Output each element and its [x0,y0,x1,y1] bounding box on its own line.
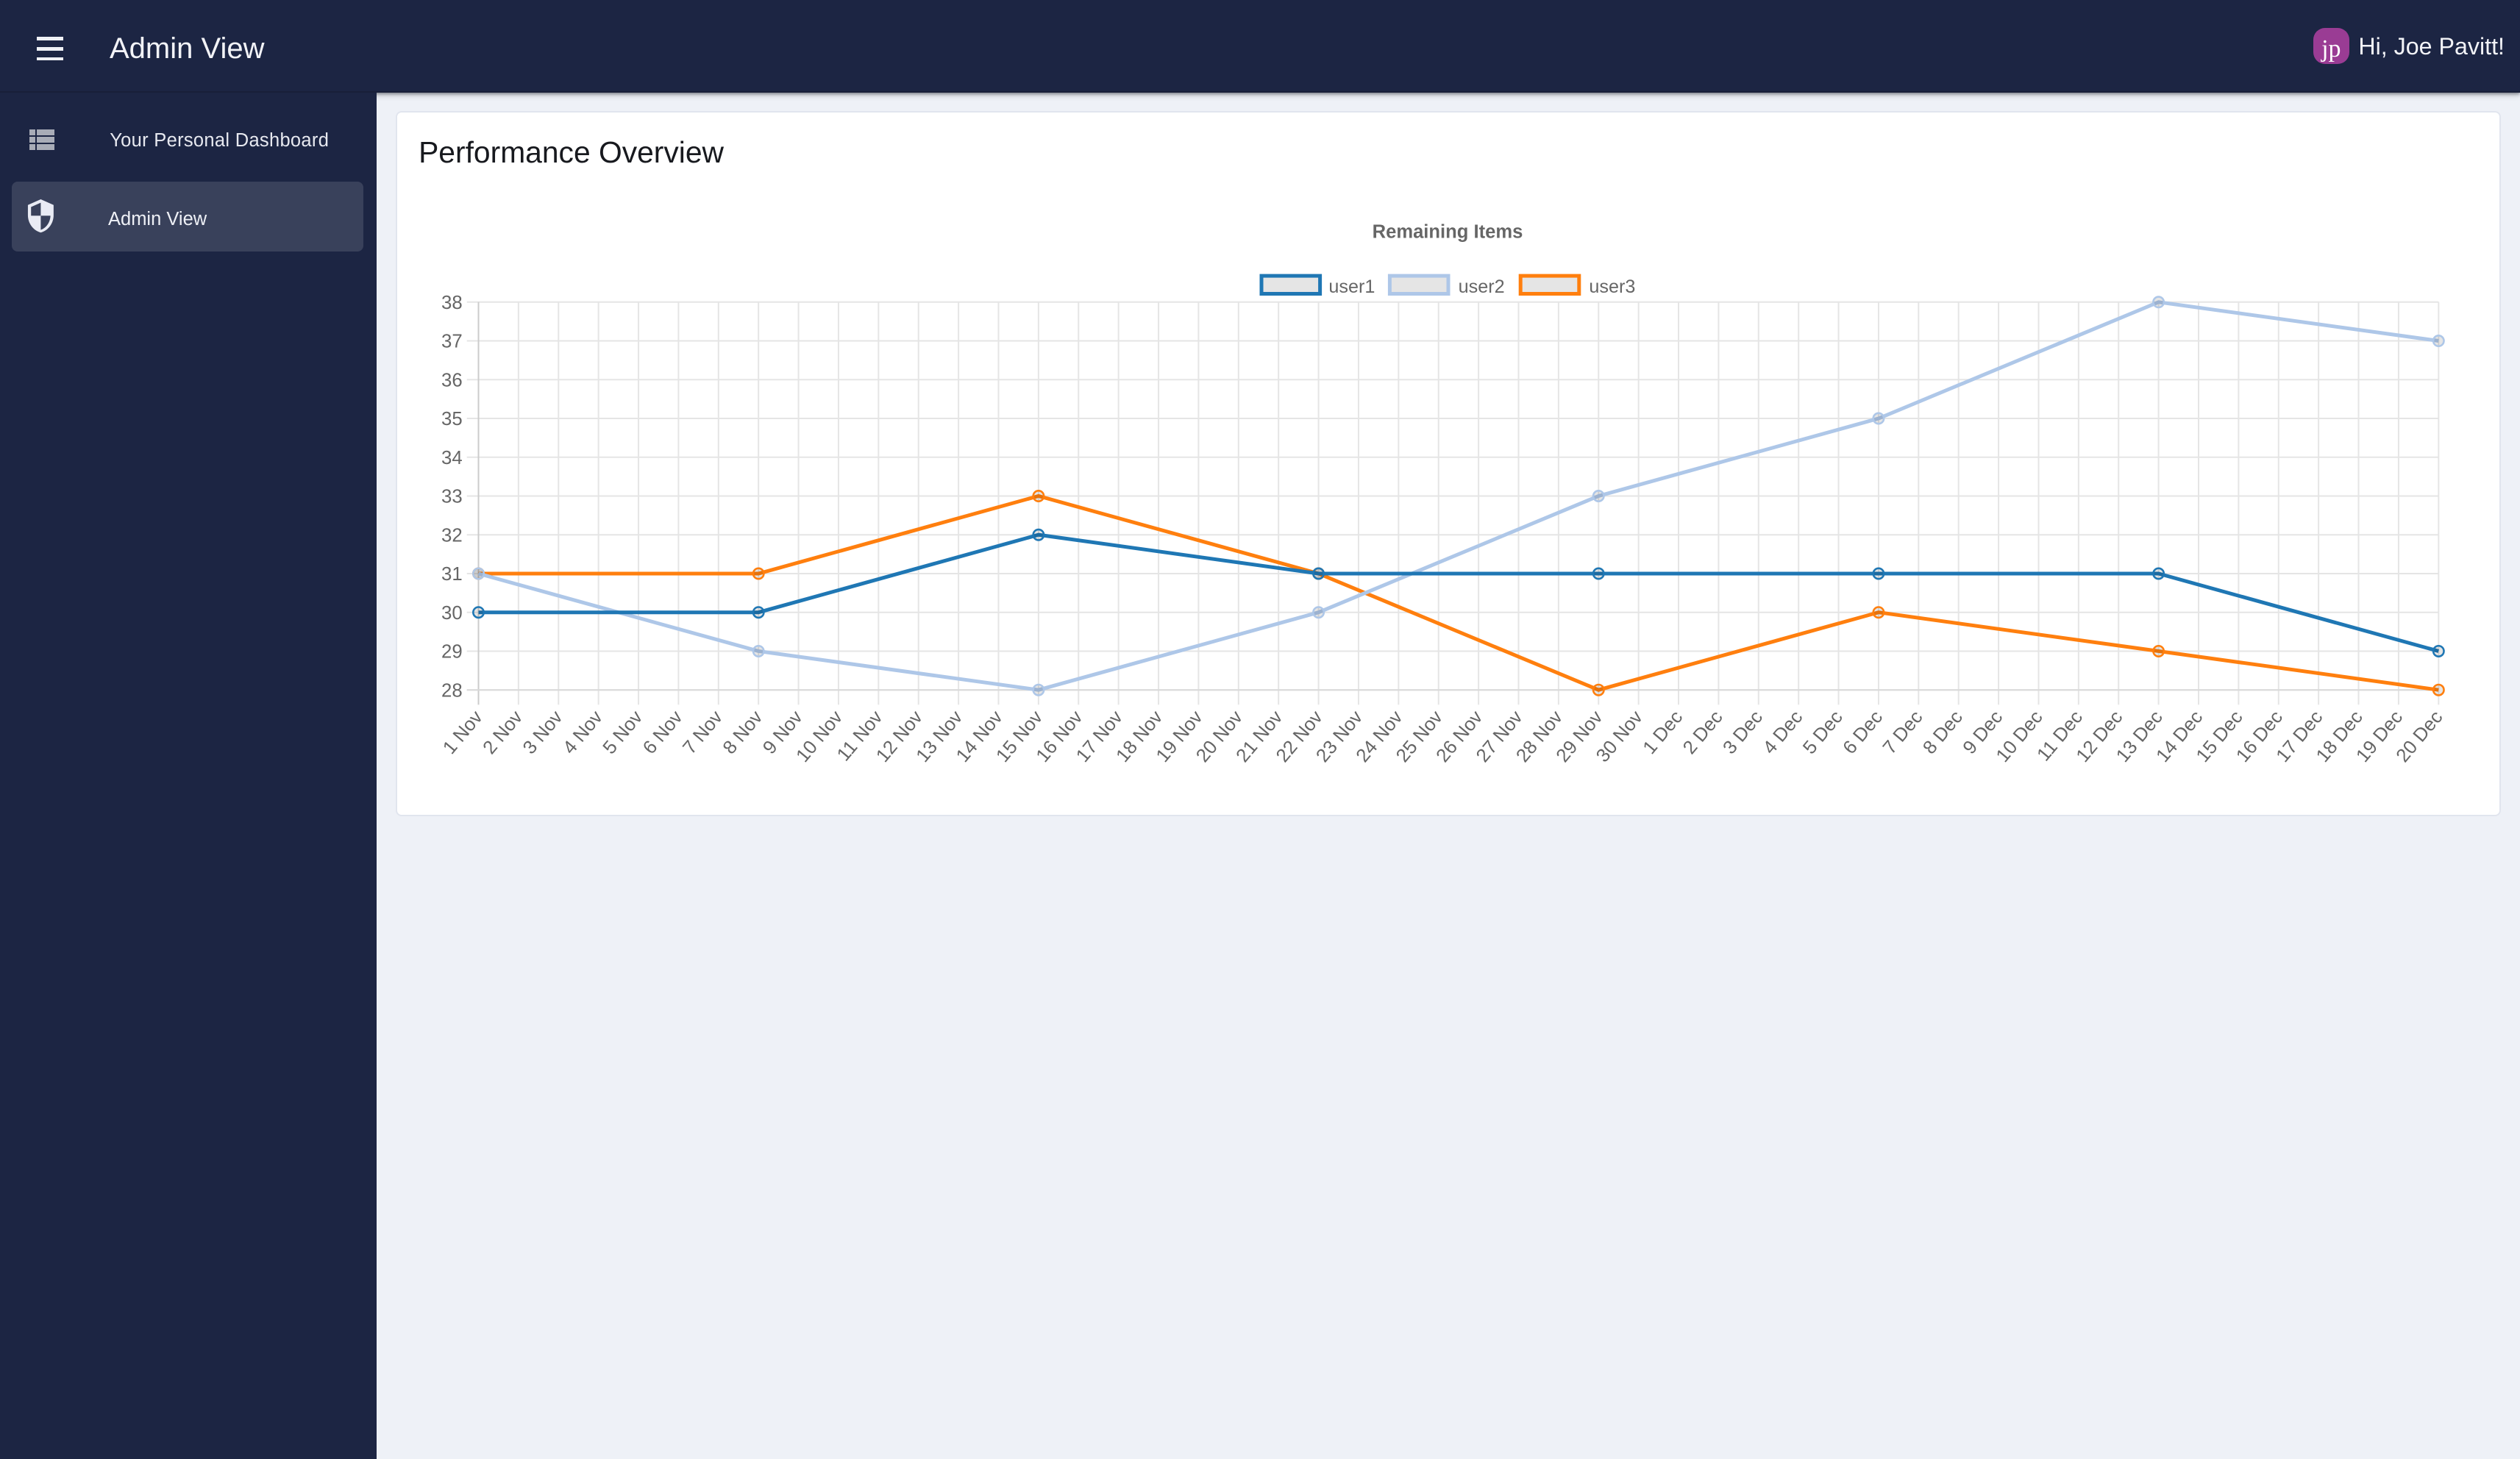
svg-text:2 Dec: 2 Dec [1679,707,1727,758]
svg-text:3 Nov: 3 Nov [519,707,567,758]
svg-text:35: 35 [441,409,463,429]
svg-text:user1: user1 [1328,277,1375,297]
svg-text:36: 36 [441,370,463,390]
svg-text:29: 29 [441,641,463,662]
svg-text:28: 28 [441,680,463,701]
svg-text:1 Dec: 1 Dec [1639,707,1687,758]
svg-text:6 Nov: 6 Nov [639,707,687,758]
svg-text:5 Dec: 5 Dec [1799,707,1847,758]
svg-text:7 Nov: 7 Nov [679,707,727,758]
svg-text:user3: user3 [1589,277,1635,297]
svg-text:30: 30 [441,603,463,624]
svg-text:1 Nov: 1 Nov [439,707,487,758]
svg-text:8 Dec: 8 Dec [1919,707,1967,758]
svg-text:33: 33 [441,486,463,507]
svg-text:8 Nov: 8 Nov [719,707,767,758]
svg-text:38: 38 [441,293,463,313]
svg-text:31: 31 [441,564,463,585]
svg-text:32: 32 [441,525,463,546]
svg-text:37: 37 [441,331,463,352]
svg-text:34: 34 [441,448,463,468]
svg-text:Remaining Items: Remaining Items [1373,221,1523,242]
svg-text:2 Nov: 2 Nov [479,707,527,758]
svg-text:user2: user2 [1459,277,1505,297]
svg-text:5 Nov: 5 Nov [599,707,647,758]
svg-text:4 Dec: 4 Dec [1759,707,1807,758]
svg-text:7 Dec: 7 Dec [1879,707,1927,758]
svg-text:6 Dec: 6 Dec [1839,707,1887,758]
svg-text:3 Dec: 3 Dec [1719,707,1767,758]
svg-text:4 Nov: 4 Nov [559,707,607,758]
